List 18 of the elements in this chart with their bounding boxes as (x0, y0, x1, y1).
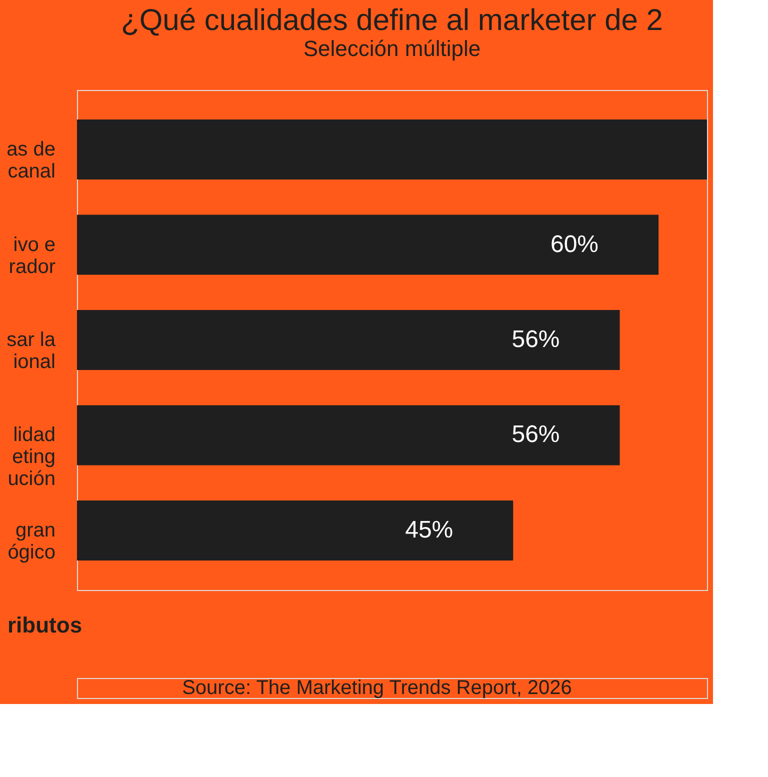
data-label: 60% (550, 230, 599, 258)
chart-title: ¿Qué cualidades define al marketer de 2 (121, 4, 663, 37)
y-tick-label: sar la ional (6, 329, 56, 373)
y-tick-label: lidad eting ución (8, 424, 56, 490)
y-tick-label: gran ógico (8, 519, 56, 564)
y-tick-label: ivo e rador (8, 234, 56, 278)
bar (77, 214, 659, 275)
data-label: 45% (405, 516, 454, 544)
data-label: 56% (512, 326, 560, 353)
source-note: Source: The Marketing Trends Report, 2026 (182, 677, 572, 699)
y-axis-title: ributos (8, 612, 82, 638)
y-tick-label: as de canal (6, 138, 56, 183)
data-label: 56% (512, 421, 560, 448)
chart-subtitle: Selección múltiple (303, 36, 481, 61)
bar (77, 500, 514, 560)
bar (77, 405, 620, 466)
bar (77, 120, 707, 180)
bar (77, 310, 620, 370)
